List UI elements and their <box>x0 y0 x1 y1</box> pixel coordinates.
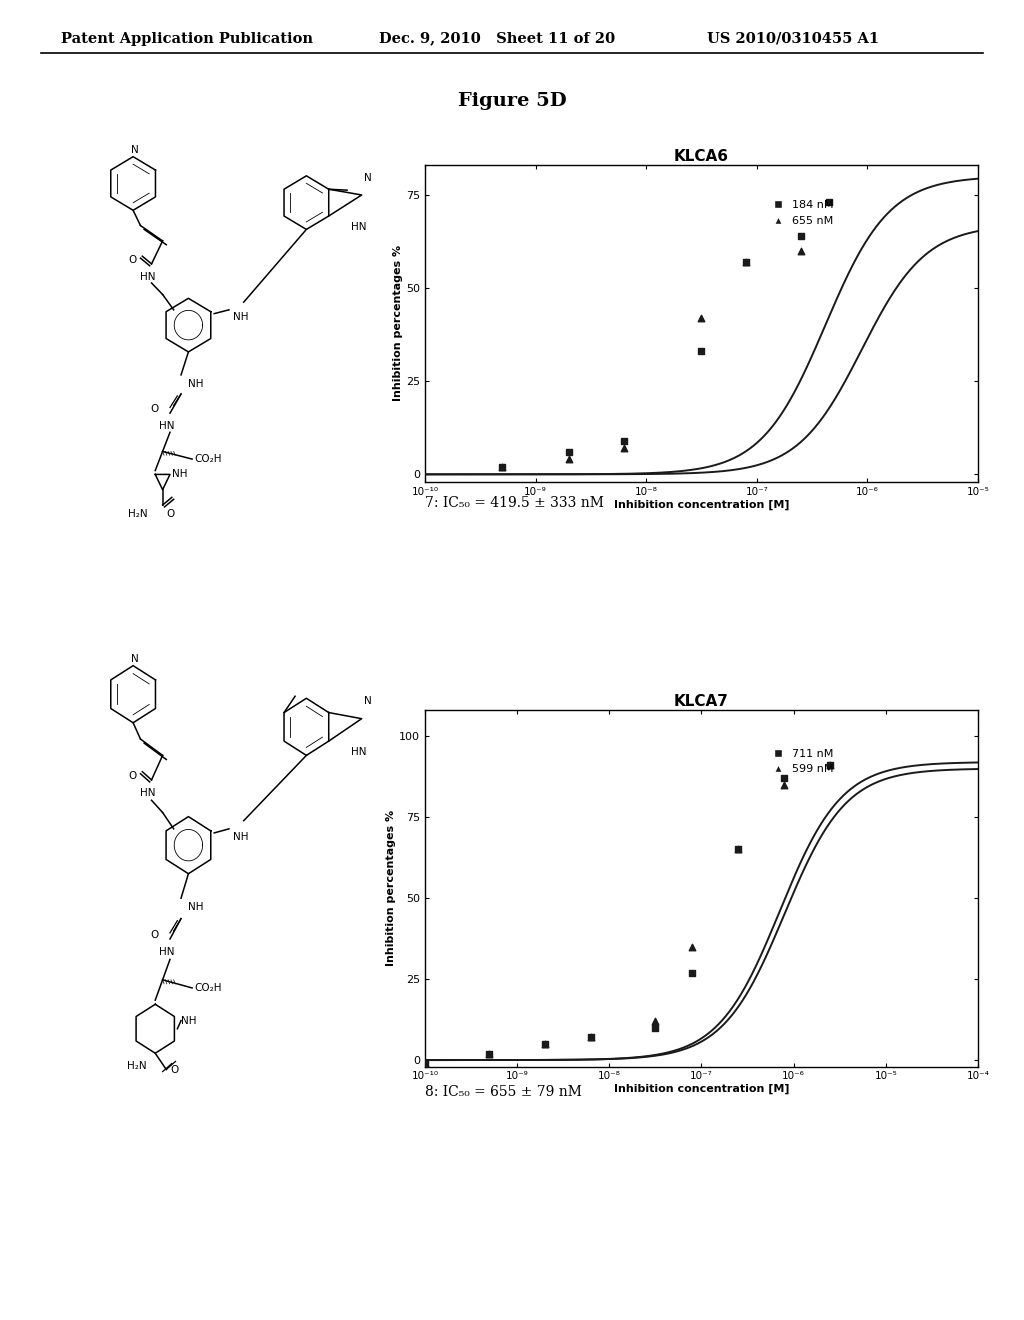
X-axis label: Inhibition concentration [M]: Inhibition concentration [M] <box>613 499 790 510</box>
Point <box>615 430 632 451</box>
Point <box>647 1018 664 1039</box>
Title: KLCA6: KLCA6 <box>674 149 729 164</box>
Text: H₂N: H₂N <box>127 1061 146 1072</box>
Point <box>417 1053 433 1074</box>
X-axis label: Inhibition concentration [M]: Inhibition concentration [M] <box>613 1084 790 1094</box>
Text: NH: NH <box>232 832 248 842</box>
Text: US 2010/0310455 A1: US 2010/0310455 A1 <box>707 32 879 46</box>
Text: HN: HN <box>140 788 156 799</box>
Text: NH: NH <box>172 470 187 479</box>
Point <box>737 251 754 272</box>
Text: 7: IC₅₀ = 419.5 ± 333 nM: 7: IC₅₀ = 419.5 ± 333 nM <box>425 496 604 511</box>
Point <box>693 341 710 362</box>
Text: HN: HN <box>350 222 367 232</box>
Point <box>684 936 700 957</box>
Point <box>647 1011 664 1032</box>
Point <box>495 457 511 478</box>
Point <box>583 1027 599 1048</box>
Text: N: N <box>364 173 372 183</box>
Point <box>537 1034 553 1055</box>
Point <box>776 768 793 789</box>
Legend: 711 nM, 599 nM: 711 nM, 599 nM <box>762 744 839 779</box>
Text: O: O <box>129 771 137 781</box>
Point <box>730 840 746 861</box>
Text: O: O <box>151 929 159 940</box>
Point <box>822 755 839 776</box>
Text: O: O <box>166 510 174 519</box>
Text: N: N <box>131 653 139 664</box>
Text: O: O <box>151 404 159 414</box>
Text: HN: HN <box>159 948 174 957</box>
Text: N: N <box>364 697 372 706</box>
Text: HN: HN <box>140 272 156 281</box>
Point <box>615 438 632 459</box>
Text: NH: NH <box>232 313 248 322</box>
Y-axis label: Inhibition percentages %: Inhibition percentages % <box>386 810 396 966</box>
Point <box>822 755 839 776</box>
Point <box>560 441 577 462</box>
Point <box>537 1034 553 1055</box>
Text: H₂N: H₂N <box>128 510 147 519</box>
Text: N: N <box>131 145 139 154</box>
Text: Patent Application Publication: Patent Application Publication <box>61 32 313 46</box>
Text: CO₂H: CO₂H <box>194 983 221 993</box>
Point <box>417 1053 433 1074</box>
Point <box>737 251 754 272</box>
Text: CO₂H: CO₂H <box>194 454 221 465</box>
Text: Dec. 9, 2010   Sheet 11 of 20: Dec. 9, 2010 Sheet 11 of 20 <box>379 32 615 46</box>
Text: NH: NH <box>181 1015 197 1026</box>
Y-axis label: Inhibition percentages %: Inhibition percentages % <box>393 246 403 401</box>
Point <box>693 308 710 329</box>
Point <box>730 840 746 861</box>
Title: KLCA7: KLCA7 <box>674 694 729 709</box>
Text: O: O <box>170 1064 178 1074</box>
Point <box>583 1027 599 1048</box>
Point <box>560 449 577 470</box>
Text: O: O <box>129 255 137 265</box>
Point <box>820 191 837 213</box>
Text: Figure 5D: Figure 5D <box>458 92 566 111</box>
Point <box>776 774 793 795</box>
Text: HN: HN <box>350 747 367 758</box>
Text: NH: NH <box>188 903 204 912</box>
Point <box>495 457 511 478</box>
Point <box>481 1043 498 1064</box>
Point <box>793 226 809 247</box>
Text: HN: HN <box>159 421 174 430</box>
Point <box>684 962 700 983</box>
Text: NH: NH <box>188 379 204 388</box>
Text: 8: IC₅₀ = 655 ± 79 nM: 8: IC₅₀ = 655 ± 79 nM <box>425 1085 582 1100</box>
Legend: 184 nM, 655 nM: 184 nM, 655 nM <box>762 195 839 231</box>
Point <box>793 240 809 261</box>
Point <box>481 1043 498 1064</box>
